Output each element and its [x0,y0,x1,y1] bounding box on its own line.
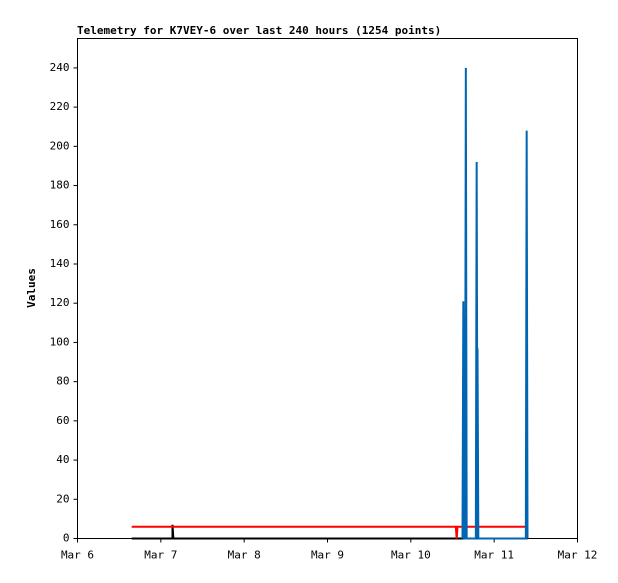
y-tick-label: 140 [50,257,70,270]
y-axis-label: Values [25,268,38,308]
plot-frame [77,38,578,539]
series-line [131,524,528,540]
x-tick-label: Mar 8 [228,549,261,562]
series-line [131,525,528,539]
y-tick-label: 220 [50,100,70,113]
y-tick-label: 180 [50,179,70,192]
y-tick-label: 80 [56,375,69,388]
x-tick-label: Mar 11 [474,549,514,562]
y-tick-label: 60 [56,414,69,427]
x-tick-label: Mar 12 [558,549,598,562]
y-tick-label: 40 [56,453,69,466]
x-tick-label: Mar 9 [311,549,344,562]
y-tick-label: 160 [50,218,70,231]
y-tick-label: 0 [63,532,70,545]
y-tick-label: 100 [50,335,70,348]
y-tick-label: 200 [50,139,70,152]
y-tick-label: 240 [50,61,70,74]
x-tick-label: Mar 6 [61,549,94,562]
x-tick-label: Mar 7 [144,549,177,562]
y-tick-label: 120 [50,296,70,309]
x-tick-label: Mar 10 [391,549,431,562]
chart-title: Telemetry for K7VEY-6 over last 240 hour… [77,24,441,37]
series-line [461,67,529,540]
y-tick-label: 20 [56,492,69,505]
